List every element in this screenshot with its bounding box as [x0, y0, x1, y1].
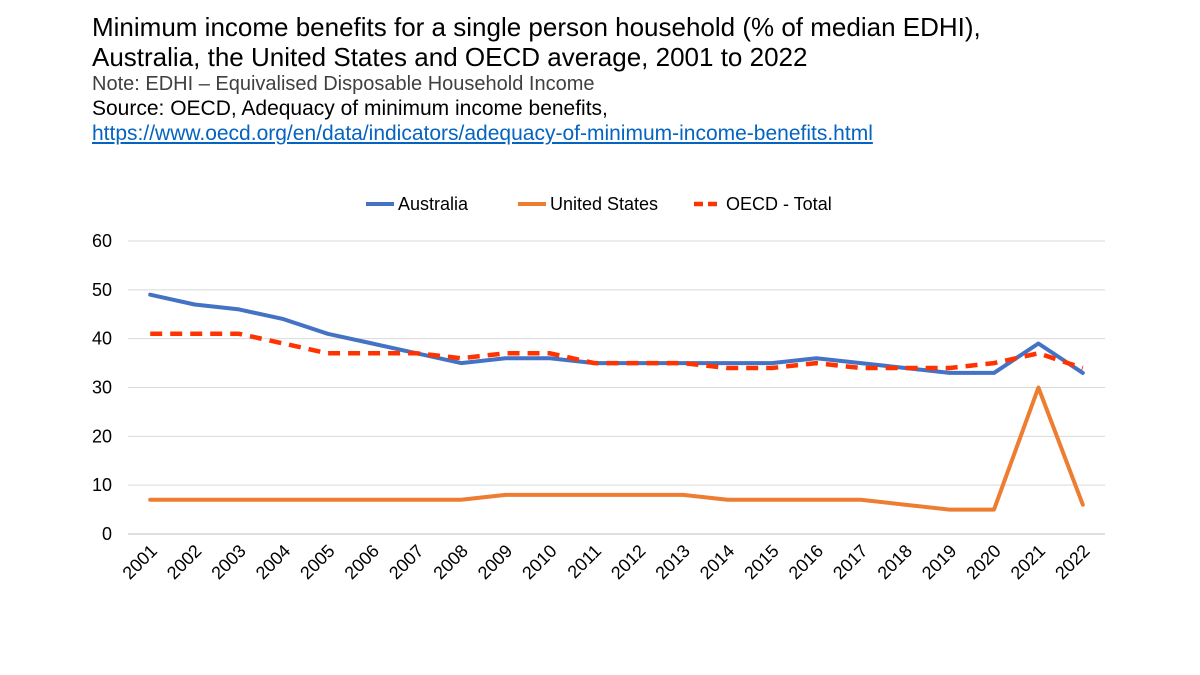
x-tick-label: 2016 — [785, 541, 827, 583]
x-tick-label: 2018 — [874, 541, 916, 583]
x-tick-label: 2021 — [1007, 541, 1049, 583]
source-link[interactable]: https://www.oecd.org/en/data/indicators/… — [92, 122, 873, 145]
y-tick-label: 40 — [92, 329, 112, 349]
legend-label: Australia — [398, 194, 469, 214]
grid-lines — [128, 240, 1105, 535]
x-tick-label: 2010 — [518, 541, 560, 583]
x-tick-label: 2004 — [252, 541, 294, 583]
legend-label: OECD - Total — [726, 194, 832, 214]
y-tick-label: 20 — [92, 426, 112, 446]
series-lines — [148, 292, 1085, 512]
chart-source: Source: OECD, Adequacy of minimum income… — [92, 97, 608, 120]
x-tick-label: 2017 — [829, 541, 871, 583]
x-tick-label: 2005 — [296, 541, 338, 583]
x-tick-label: 2015 — [740, 541, 782, 583]
y-tick-label: 30 — [92, 378, 112, 398]
y-tick-label: 60 — [92, 231, 112, 251]
x-tick-label: 2013 — [651, 541, 693, 583]
y-axis-tick-labels: 0 10 20 30 40 50 60 — [92, 231, 112, 544]
x-axis-tick-labels: 2001 2002 2003 2004 2005 2006 2007 2008 2009 2010… — [119, 541, 1094, 583]
x-tick-label: 2022 — [1051, 541, 1093, 583]
x-tick-label: 2008 — [429, 541, 471, 583]
x-tick-label: 2007 — [385, 541, 427, 583]
x-tick-label: 2001 — [119, 541, 161, 583]
x-tick-label: 2020 — [962, 541, 1004, 583]
x-tick-label: 2003 — [207, 541, 249, 583]
y-tick-label: 0 — [102, 524, 112, 544]
x-tick-label: 2002 — [163, 541, 205, 583]
chart-header: Minimum income benefits for a single per… — [92, 12, 1172, 146]
chart-title-line-1: Minimum income benefits for a single per… — [92, 12, 981, 42]
x-tick-label: 2011 — [564, 541, 606, 583]
chart-title-line-2: Australia, the United States and OECD av… — [92, 42, 808, 72]
x-tick-label: 2014 — [696, 541, 738, 583]
x-tick-label: 2009 — [474, 541, 516, 583]
legend-label: United States — [550, 194, 658, 214]
x-tick-label: 2006 — [341, 541, 383, 583]
series-line-united-states — [148, 385, 1085, 512]
x-tick-label: 2019 — [918, 541, 960, 583]
legend: Australia United States OECD - Total — [366, 194, 832, 214]
y-tick-label: 50 — [92, 280, 112, 300]
series-line-oecd-total — [150, 331, 1084, 371]
y-tick-label: 10 — [92, 475, 112, 495]
x-tick-label: 2012 — [607, 541, 649, 583]
chart-note: Note: EDHI – Equivalised Disposable Hous… — [92, 73, 595, 95]
